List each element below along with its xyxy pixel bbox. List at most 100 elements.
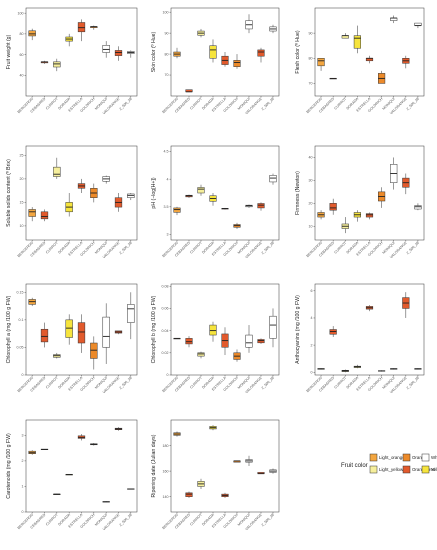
y-axis-label: Fruit weight (g) [6, 34, 12, 69]
y-tick-label: 0 [167, 373, 169, 377]
chart-panel: 33.544.5pH (−log[H+])BERGERONCEBASREDCUR… [151, 145, 280, 259]
legend-swatch-yellow [421, 465, 430, 474]
x-tick-label: Z_506_38 [406, 241, 420, 255]
x-tick-label: Z_506_38 [261, 513, 275, 527]
y-tick-label: 6 [311, 289, 313, 293]
box-z_506_38 [127, 193, 135, 198]
legend-label: Orange [412, 455, 427, 460]
legend-label: White [431, 455, 437, 460]
y-tick-label: 40 [20, 73, 24, 77]
legend-swatch-orange [402, 453, 411, 462]
plot-frame [170, 145, 280, 241]
y-tick-label: 0.06 [162, 307, 169, 311]
y-tick-label: 180 [163, 444, 169, 448]
legend: Fruit color Light_orange Orange White Light_… [341, 453, 437, 474]
box-estrella [365, 213, 374, 218]
y-tick-label: 15 [20, 201, 24, 205]
y-tick-label: 140 [163, 495, 169, 499]
y-tick-label: 0 [22, 510, 24, 514]
y-axis-label: Chlorophyll a (mg /100 g FW) [6, 295, 12, 363]
box-moniqui [102, 316, 110, 348]
y-tick-label: 80 [165, 52, 169, 56]
y-tick-label: 2 [22, 459, 24, 463]
legend-label: Yellow [431, 467, 437, 472]
y-axis-label: pH (−log[H+]) [151, 177, 157, 208]
y-tick-label: 160 [163, 469, 169, 473]
y-tick-label: 0.02 [162, 351, 169, 355]
y-tick-label: 3.5 [164, 205, 169, 209]
box-goldrich [90, 342, 98, 359]
plot-frame [314, 145, 425, 241]
y-axis-label: Firmness (Newton) [295, 171, 301, 215]
box-cebasred [40, 211, 49, 220]
y-tick-label: 20 [20, 177, 24, 181]
y-tick-label: 80 [20, 32, 24, 36]
box-currot [53, 61, 61, 68]
legend-title: Fruit color [341, 463, 368, 469]
y-tick-label: 25 [20, 154, 24, 158]
x-tick-label: Z_506_38 [118, 376, 132, 390]
y-tick-label: 90 [165, 31, 169, 35]
box-z_506_38 [414, 205, 422, 210]
box-currot [53, 166, 61, 177]
box-z_506_38 [127, 304, 135, 323]
y-axis-label: Skin color (º Hue) [151, 31, 157, 72]
plot-frame [25, 419, 138, 513]
x-tick-label: Z_506_38 [406, 376, 420, 390]
box-bergeron [28, 209, 36, 217]
legend-swatch-light-yellow [369, 465, 378, 474]
y-tick-label: 3 [167, 233, 169, 237]
legend-label: Light_yellow [379, 467, 404, 472]
box-bergeron [173, 207, 181, 213]
box-estrella [77, 322, 86, 344]
box-cebasred [185, 492, 193, 497]
y-tick-label: 0.04 [162, 329, 169, 333]
y-tick-label: 2 [311, 343, 313, 347]
box-moniqui [102, 45, 110, 53]
y-tick-label: 70 [309, 82, 313, 86]
x-tick-label: Z_506_38 [261, 241, 275, 255]
y-tick-label: 0.05 [17, 346, 24, 350]
y-tick-label: 0.1 [19, 318, 24, 322]
chart-panel: 0 0.02 0.04 0.06 0.08 Chlorophyll b (mg /100 … [151, 283, 280, 394]
y-tick-label: 100 [18, 11, 24, 15]
y-tick-label: 30 [309, 179, 313, 183]
y-axis-label: Carotenoids (mg /100 g FW) [6, 433, 12, 499]
y-tick-label: 80 [309, 56, 313, 60]
box-currot [197, 187, 205, 194]
box-moniqui [245, 334, 253, 348]
box-dorada [209, 45, 217, 59]
y-tick-label: 90 [309, 31, 313, 35]
box-goldrich [233, 60, 241, 67]
chart-panel: 0 0.05 0.1 0.15 Chlorophyll a (mg /100 g FW)… [6, 283, 138, 394]
plot-frame [314, 7, 425, 97]
x-tick-label: Z_506_38 [118, 241, 132, 255]
x-tick-label: Z_506_38 [261, 376, 275, 390]
y-tick-label: 10 [309, 224, 313, 228]
x-tick-label: Z_506_38 [261, 97, 275, 111]
x-tick-label: Z_506_38 [118, 97, 132, 111]
legend-swatch-light-orange [369, 453, 378, 462]
box-dorada [65, 319, 73, 338]
legend-swatch-white [421, 453, 430, 462]
legend-label: Light_orange [379, 455, 405, 460]
y-tick-label: 10 [20, 224, 24, 228]
box-bergeron [28, 30, 36, 37]
y-tick-label: 0.15 [17, 290, 24, 294]
box-valorange [257, 339, 265, 344]
y-tick-label: 4 [311, 316, 313, 320]
y-axis-label: Chlorophyll b (mg /100 g FW) [151, 295, 157, 363]
x-tick-label: Z_506_38 [118, 513, 132, 527]
x-tick-label: Z_506_38 [406, 97, 420, 111]
y-tick-label: 0 [311, 370, 313, 374]
y-tick-label: 40 [309, 156, 313, 160]
y-tick-label: 3 [22, 434, 24, 438]
